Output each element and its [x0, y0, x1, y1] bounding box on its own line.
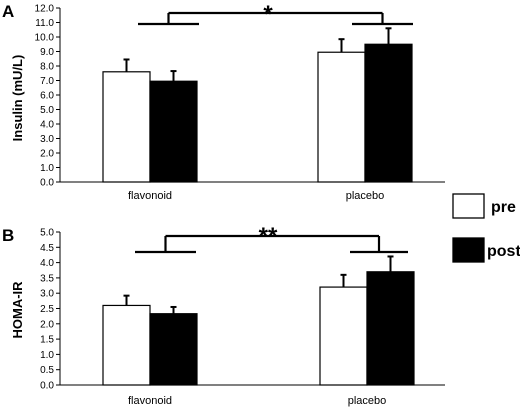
panel-a-significance-marker: * — [263, 1, 273, 28]
panel-b-y-tick-label: 5.0 — [40, 228, 54, 239]
panel-b-bar-pre-flavonoid — [102, 304, 151, 386]
panel-a-insulin-chart: A Insulin (mU/L) 0.0 1.0 2.0 3.0 4.0 5.0 6.0 7.… — [2, 1, 445, 202]
panel-a-category-labels: flavonoid placebo — [128, 190, 384, 202]
panel-b-category-label-flavonoid: flavonoid — [128, 395, 172, 407]
panel-b-bar-pre-placebo — [319, 286, 368, 386]
panel-a-y-tick-label: 12.0 — [35, 4, 55, 15]
panel-a-y-tick-label: 4.0 — [40, 120, 54, 131]
panel-a-y-axis-label: Insulin (mU/L) — [10, 55, 25, 142]
panel-a-y-tick-label: 0.0 — [40, 178, 54, 189]
panel-a-label: A — [2, 2, 14, 21]
panel-a-bar-post-flavonoid — [149, 80, 198, 183]
panel-b-category-labels: flavonoid placebo — [128, 395, 386, 407]
panel-b-y-tick-label: 2.5 — [40, 304, 54, 315]
legend-label-post: post — [487, 243, 520, 260]
panel-a-significance-bracket — [138, 11, 413, 26]
panel-b-y-tick-label: 2.0 — [40, 319, 54, 330]
panel-b-y-tick-label: 4.0 — [40, 258, 54, 269]
panel-b-bar-post-flavonoid — [149, 313, 198, 386]
panel-b-homa-ir-chart: B HOMA-IR 0.0 0.5 1.0 1.5 2.0 2.5 3.0 3.5 4.0 4.5… — [2, 223, 445, 407]
panel-b-significance-bracket — [135, 234, 408, 254]
panel-a-category-label-flavonoid: flavonoid — [128, 190, 172, 202]
panel-a-y-tick-label: 8.0 — [40, 62, 54, 73]
panel-b-y-tick-label: 0.5 — [40, 365, 54, 376]
panel-b-y-tick-label: 3.0 — [40, 289, 54, 300]
legend-swatch-pre — [452, 193, 485, 219]
panel-b-label: B — [2, 226, 14, 245]
panel-a-y-tick-label: 11.0 — [35, 18, 54, 29]
panel-a-y-tick-label: 7.0 — [40, 76, 54, 87]
panel-b-y-tick-label: 4.5 — [40, 243, 54, 254]
panel-a-y-tick-label: 6.0 — [40, 91, 54, 102]
panel-a-y-tick-label: 1.0 — [40, 163, 54, 174]
panel-a-bars — [102, 27, 413, 183]
panel-b-significance-marker: ** — [259, 223, 278, 250]
panel-a-bar-pre-placebo — [317, 51, 366, 183]
panel-a-bar-post-placebo — [364, 43, 413, 183]
panel-a-y-tick-label: 5.0 — [40, 105, 54, 116]
legend: pre post — [452, 193, 520, 263]
panel-b-y-tick-label: 1.0 — [40, 350, 54, 361]
panel-b-bar-post-placebo — [366, 271, 415, 386]
panel-a-bar-pre-flavonoid — [102, 71, 151, 183]
panel-b-y-tick-label: 3.5 — [40, 273, 54, 284]
legend-label-pre: pre — [491, 199, 516, 216]
panel-a-y-tick-label: 10.0 — [35, 33, 55, 44]
panel-b-y-tick-label: 0.0 — [40, 381, 54, 392]
panel-b-y-axis-label: HOMA-IR — [10, 281, 25, 339]
panel-a-y-tick-label: 3.0 — [40, 134, 54, 145]
panel-a-category-label-placebo: placebo — [346, 190, 385, 202]
legend-swatch-post — [452, 237, 485, 263]
panel-a-y-tick-label: 9.0 — [40, 47, 54, 58]
panel-b-category-label-placebo: placebo — [348, 395, 387, 407]
panel-b-bars — [102, 255, 415, 386]
panel-b-y-tick-label: 1.5 — [40, 335, 54, 346]
panel-a-y-tick-label: 2.0 — [40, 149, 54, 160]
